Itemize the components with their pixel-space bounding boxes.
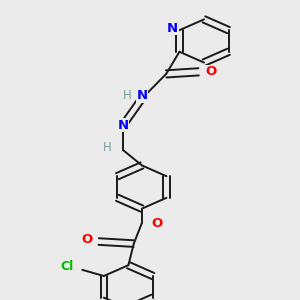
Text: Cl: Cl	[61, 260, 74, 273]
Text: N: N	[117, 119, 129, 132]
Text: N: N	[167, 22, 178, 34]
Text: H: H	[123, 89, 131, 102]
Text: N: N	[136, 89, 148, 102]
Text: O: O	[81, 233, 92, 246]
Text: O: O	[205, 65, 216, 78]
Text: H: H	[102, 141, 111, 154]
Text: O: O	[151, 217, 162, 230]
